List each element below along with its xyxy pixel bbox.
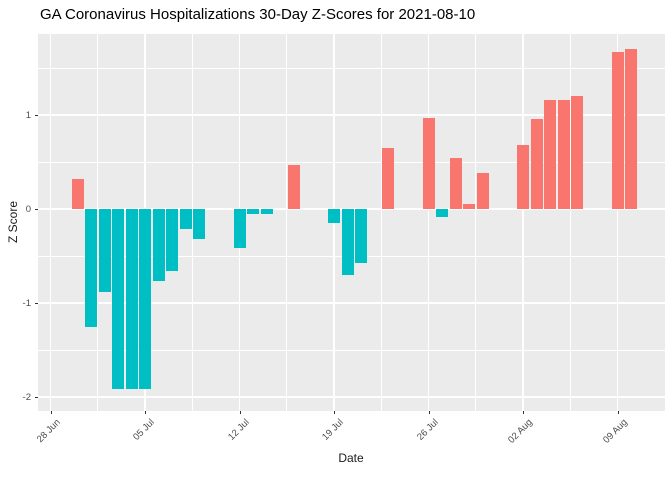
gridline-major-y-1 [38, 114, 665, 116]
y-tick-1 [35, 115, 38, 116]
bar-2021-07-01 [85, 209, 97, 328]
bar-2021-08-10 [625, 49, 637, 209]
x-tick-label-09-Aug: 09 Aug [600, 417, 630, 446]
bar-2021-07-06 [152, 209, 165, 282]
gridline-major-x-28-Jun [49, 34, 52, 411]
bar-2021-07-03 [112, 209, 124, 390]
gridline-minor-x-0 [97, 34, 99, 411]
x-tick-label-28-Jun: 28 Jun [34, 417, 63, 445]
x-tick-label-12-Jul: 12 Jul [225, 417, 252, 443]
bar-2021-07-05 [139, 209, 151, 390]
y-tick-label-0: 0 [25, 203, 31, 215]
bar-2021-07-14 [260, 209, 273, 214]
bar-2021-07-12 [233, 209, 246, 248]
x-tick-label-02-Aug: 02 Aug [506, 417, 535, 446]
x-tick-26-Jul [428, 411, 430, 414]
gridline-minor-y-1.5 [38, 67, 665, 69]
x-tick-label-05-Jul: 05 Jul [131, 417, 157, 443]
bar-2021-07-16 [287, 164, 300, 209]
y-tick--1 [35, 303, 38, 304]
bar-2021-07-21 [355, 209, 367, 263]
x-tick-02-Aug [523, 411, 524, 414]
bar-2021-08-04 [544, 99, 556, 209]
bar-2021-07-29 [463, 204, 475, 209]
bar-2021-07-23 [382, 147, 394, 209]
gridline-major-y--1 [38, 302, 665, 304]
gridline-minor-x-5 [569, 34, 571, 411]
bar-2021-07-02 [98, 209, 111, 292]
bar-2021-08-06 [571, 96, 583, 209]
x-tick-28-Jun [50, 411, 52, 414]
gridline-major-y--2 [38, 396, 665, 398]
x-tick-12-Jul [239, 411, 241, 414]
gridline-major-x-26-Jul [427, 34, 430, 411]
gridline-minor-y-0.5 [38, 161, 665, 163]
x-tick-09-Aug [617, 411, 619, 414]
bar-2021-07-28 [449, 158, 462, 209]
gridline-minor-y--1.5 [38, 349, 665, 351]
gridline-minor-x-4 [475, 34, 477, 411]
chart-title: GA Coronavirus Hospitalizations 30-Day Z… [40, 6, 476, 23]
y-tick--2 [35, 397, 38, 398]
y-tick-0 [35, 209, 38, 210]
bar-2021-07-20 [341, 209, 354, 275]
y-axis-title: Z Score [6, 201, 20, 244]
bar-2021-07-08 [179, 209, 192, 229]
bar-2021-07-26 [422, 117, 435, 209]
bar-2021-07-04 [125, 209, 138, 390]
bar-2021-08-03 [530, 118, 543, 209]
y-tick-label--2: -2 [22, 391, 31, 403]
gridline-major-x-02-Aug [522, 34, 524, 411]
bar-2021-08-05 [557, 99, 570, 209]
plot-panel [38, 34, 665, 411]
bar-2021-07-07 [166, 209, 178, 272]
gridline-major-y-0 [38, 208, 665, 210]
bar-2021-07-13 [247, 209, 259, 214]
x-tick-label-19-Jul: 19 Jul [320, 417, 346, 443]
gridline-major-x-09-Aug [616, 34, 619, 411]
bar-2021-06-30 [71, 178, 84, 209]
gridline-minor-x-3 [380, 34, 382, 411]
gridline-minor-x-1 [191, 34, 193, 411]
bar-2021-07-09 [193, 209, 205, 240]
bar-2021-07-19 [328, 209, 340, 224]
bar-2021-07-30 [476, 173, 489, 209]
bar-2021-07-27 [436, 209, 448, 218]
bar-2021-08-09 [611, 52, 624, 209]
bar-2021-08-02 [517, 145, 529, 209]
y-tick-label-1: 1 [25, 109, 31, 121]
x-tick-05-Jul [145, 411, 146, 414]
x-axis-title: Date [338, 451, 364, 465]
x-tick-19-Jul [334, 411, 335, 414]
gridline-minor-x-2 [286, 34, 288, 411]
y-tick-label--1: -1 [22, 297, 31, 309]
x-tick-label-26-Jul: 26 Jul [414, 417, 441, 443]
